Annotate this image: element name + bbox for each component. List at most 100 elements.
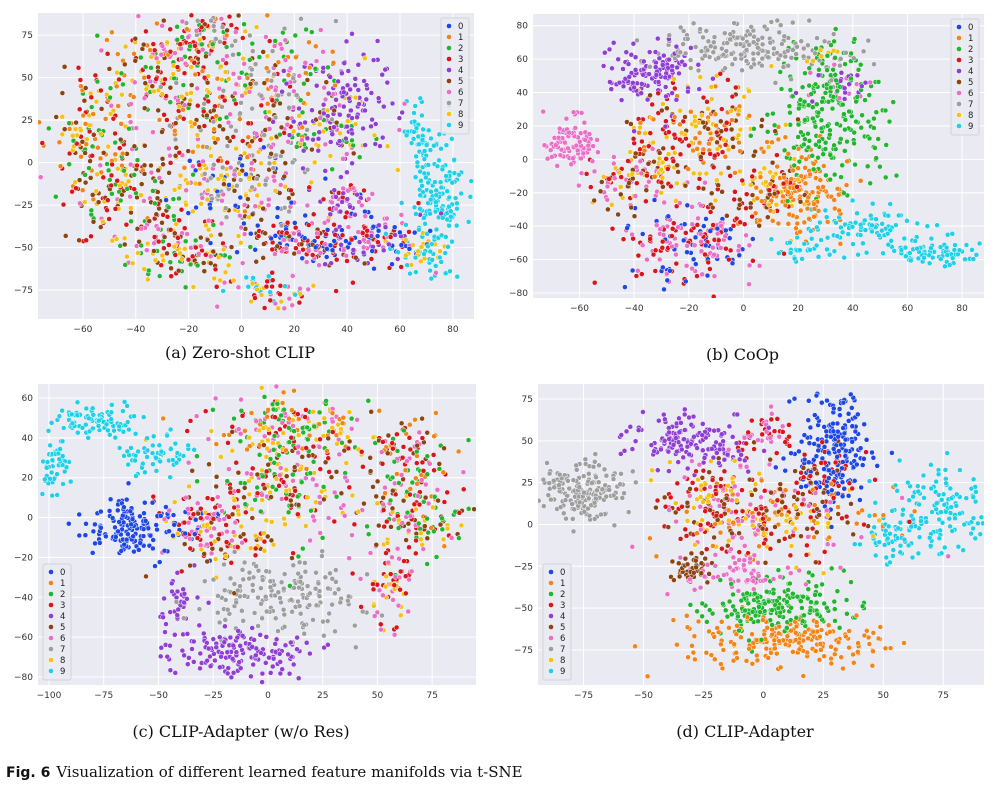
point-class-2 <box>791 162 797 169</box>
point-class-3 <box>339 232 346 238</box>
point-class-8 <box>791 156 798 162</box>
point-class-8 <box>93 98 100 105</box>
point-class-3 <box>229 424 236 430</box>
point-class-5 <box>771 190 778 197</box>
point-class-6 <box>322 96 329 103</box>
point-class-3 <box>669 233 675 239</box>
point-class-3 <box>167 160 174 166</box>
point-class-4 <box>377 143 383 149</box>
point-class-0 <box>302 212 308 219</box>
point-class-2 <box>295 553 302 560</box>
point-class-8 <box>437 248 443 255</box>
point-class-6 <box>649 146 656 152</box>
point-class-2 <box>818 125 825 132</box>
point-class-2 <box>70 137 77 144</box>
point-class-1 <box>752 210 759 216</box>
point-class-4 <box>815 72 822 78</box>
point-class-3 <box>381 523 387 530</box>
point-class-7 <box>275 589 282 596</box>
point-class-3 <box>245 120 252 127</box>
point-class-3 <box>332 232 338 238</box>
point-class-3 <box>193 244 199 251</box>
point-class-6 <box>316 494 323 500</box>
point-class-8 <box>219 76 225 83</box>
point-class-6 <box>321 220 328 226</box>
point-class-9 <box>942 263 948 270</box>
point-class-0 <box>375 228 382 234</box>
point-class-2 <box>109 191 115 197</box>
point-class-1 <box>160 415 166 422</box>
point-class-6 <box>182 60 189 67</box>
point-class-4 <box>631 128 637 134</box>
point-class-6 <box>639 242 646 248</box>
point-class-7 <box>313 569 319 576</box>
point-class-8 <box>708 84 715 90</box>
point-class-9 <box>976 240 983 247</box>
point-class-6 <box>460 469 467 475</box>
point-class-6 <box>279 248 285 254</box>
point-class-3 <box>781 250 787 257</box>
point-class-7 <box>333 18 339 24</box>
point-class-9 <box>433 226 440 233</box>
point-class-7 <box>219 104 225 110</box>
point-class-9 <box>447 208 454 214</box>
point-class-2 <box>210 407 216 413</box>
point-class-3 <box>677 136 683 143</box>
point-class-2 <box>46 125 52 132</box>
point-class-2 <box>784 198 791 204</box>
point-class-7 <box>746 42 752 48</box>
point-class-4 <box>279 88 285 95</box>
point-class-5 <box>201 268 208 274</box>
x-tick-label: −25 <box>204 691 223 701</box>
point-class-3 <box>277 283 284 289</box>
point-class-4 <box>331 187 338 193</box>
point-class-5 <box>149 83 156 89</box>
point-class-5 <box>718 128 725 134</box>
point-class-9 <box>893 222 899 228</box>
point-class-2 <box>809 153 815 159</box>
point-class-5 <box>211 107 217 114</box>
point-class-2 <box>770 110 776 117</box>
point-class-7 <box>707 43 714 50</box>
point-class-2 <box>864 163 871 170</box>
point-class-8 <box>712 197 719 204</box>
legend-marker-4 <box>446 67 452 73</box>
point-class-4 <box>281 68 287 74</box>
point-class-1 <box>248 410 255 416</box>
point-class-0 <box>274 214 281 220</box>
point-class-9 <box>172 440 179 447</box>
point-class-5 <box>718 118 724 125</box>
point-class-4 <box>344 196 351 202</box>
point-class-4 <box>369 116 375 123</box>
point-class-1 <box>781 174 787 181</box>
point-class-3 <box>269 277 276 283</box>
point-class-6 <box>158 51 165 58</box>
point-class-0 <box>692 234 699 241</box>
point-class-1 <box>264 414 270 420</box>
point-class-4 <box>196 622 203 629</box>
point-class-6 <box>378 626 384 633</box>
point-class-3 <box>203 252 209 258</box>
point-class-3 <box>694 222 701 228</box>
point-class-6 <box>553 142 559 148</box>
point-class-8 <box>337 130 343 137</box>
point-class-3 <box>276 483 282 489</box>
point-class-6 <box>211 525 217 532</box>
point-class-3 <box>201 123 208 129</box>
point-class-6 <box>343 252 349 259</box>
point-class-3 <box>105 197 111 203</box>
point-class-8 <box>728 108 734 114</box>
point-class-4 <box>602 49 608 56</box>
point-class-7 <box>781 33 788 40</box>
point-class-1 <box>264 13 271 19</box>
point-class-2 <box>799 84 806 90</box>
point-class-3 <box>733 215 740 222</box>
point-class-1 <box>306 64 313 71</box>
point-class-3 <box>639 271 645 277</box>
point-class-8 <box>258 292 265 298</box>
point-class-3 <box>158 262 164 268</box>
point-class-7 <box>201 101 207 107</box>
point-class-6 <box>266 196 272 203</box>
point-class-5 <box>262 230 268 237</box>
point-class-9 <box>444 188 450 194</box>
